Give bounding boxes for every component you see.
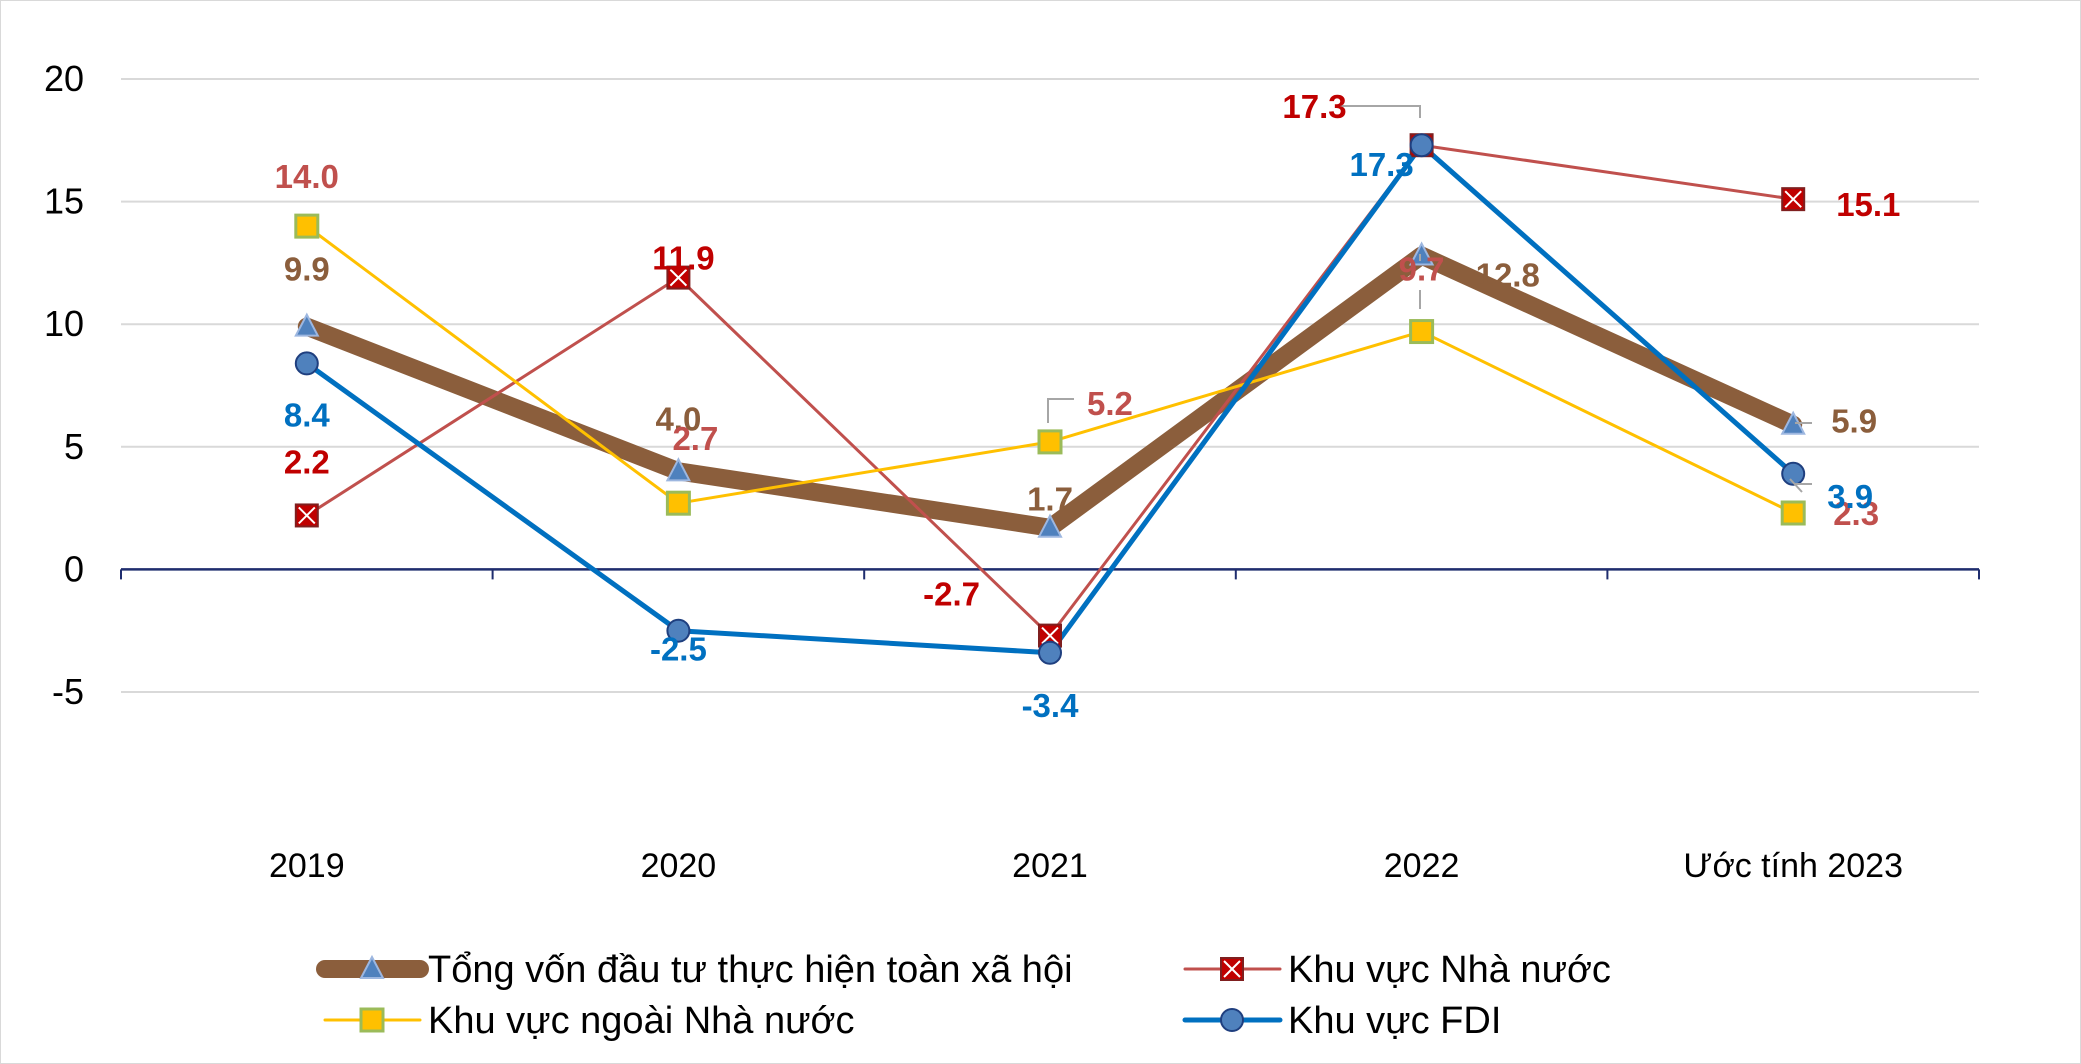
data-label-khu-vuc-ngoai-nha-nuoc: 2.3 (1833, 495, 1879, 532)
data-labels: 9.9 4.0 1.7 12.8 5.9 2.2 11.9 -2.7 17.3 15.1 14.0 2… (275, 88, 1901, 724)
data-label-khu-vuc-nha-nuoc: 11.9 (652, 240, 714, 277)
y-tick-label: 15 (44, 181, 84, 222)
legend-label: Khu vực Nhà nước (1288, 949, 1611, 991)
y-tick-label: 20 (44, 58, 84, 99)
data-label-khu-vuc-ngoai-nha-nuoc: 2.7 (672, 420, 718, 457)
data-point-khu-vuc-fdi (1038, 640, 1062, 665)
legend-swatch-marker (1220, 1008, 1244, 1032)
axes: 20 15 10 5 0 -5 2019 2020 2021 2022 Ước tính 2023 (44, 58, 1980, 885)
data-point-tong-von-dau-tu-thuc-hien-toan-xa-hoi (294, 312, 320, 337)
legend-swatch-marker (359, 1007, 385, 1033)
legend-item-khu-vuc-nha-nuoc: Khu vực Nhà nước (1183, 949, 1611, 991)
data-point-khu-vuc-fdi (666, 618, 691, 643)
data-point-khu-vuc-fdi (1781, 461, 1806, 486)
data-label-khu-vuc-ngoai-nha-nuoc: 14.0 (275, 158, 339, 195)
data-point-tong-von-dau-tu-thuc-hien-toan-xa-hoi (1408, 241, 1435, 266)
data-label-khu-vuc-nha-nuoc: 2.2 (284, 443, 330, 480)
data-label-khu-vuc-fdi: 17.3 (1349, 146, 1413, 183)
data-point-khu-vuc-fdi (1409, 133, 1434, 158)
data-point-khu-vuc-ngoai-nha-nuoc (1780, 500, 1806, 526)
series-line-khu-vuc-ngoai-nha-nuoc (305, 224, 1795, 515)
legend-swatch-marker (359, 954, 385, 979)
data-label-khu-vuc-ngoai-nha-nuoc: 9.7 (1399, 251, 1445, 288)
y-tick-label: 10 (44, 303, 84, 344)
data-label-khu-vuc-fdi: 3.9 (1827, 478, 1873, 515)
data-point-khu-vuc-ngoai-nha-nuoc (294, 213, 320, 239)
legend-item-khu-vuc-fdi: Khu vực FDI (1182, 1000, 1501, 1042)
data-label-tong-von-dau-tu-thuc-hien-toan-xa-hoi: 5.9 (1831, 403, 1877, 440)
data-label-khu-vuc-nha-nuoc: -2.7 (923, 576, 980, 613)
series-line-khu-vuc-nha-nuoc (305, 143, 1795, 638)
data-point-khu-vuc-nha-nuoc (294, 503, 319, 528)
y-tick-label: -5 (52, 671, 84, 712)
legend-item-khu-vuc-ngoai-nha-nuoc: Khu vực ngoài Nhà nước (323, 1000, 854, 1042)
label-leader-line (1047, 398, 1074, 423)
y-tick-label: 0 (64, 548, 84, 589)
x-category-label: 2022 (1384, 847, 1460, 885)
data-point-khu-vuc-ngoai-nha-nuoc (1409, 319, 1435, 345)
data-point-khu-vuc-ngoai-nha-nuoc (1037, 429, 1063, 455)
y-tick-label: 5 (64, 426, 84, 467)
legend-label: Tổng vốn đầu tư thực hiện toàn xã hội (428, 949, 1073, 991)
data-point-khu-vuc-fdi (294, 351, 319, 376)
x-category-label: 2020 (641, 847, 717, 885)
data-label-tong-von-dau-tu-thuc-hien-toan-xa-hoi: 12.8 (1476, 257, 1540, 294)
legend-item-tong-von-dau-tu-thuc-hien-toan-xa-hoi: Tổng vốn đầu tư thực hiện toàn xã hội (316, 949, 1073, 991)
data-label-tong-von-dau-tu-thuc-hien-toan-xa-hoi: 4.0 (655, 400, 701, 437)
data-label-khu-vuc-fdi: 8.4 (284, 396, 331, 433)
data-label-khu-vuc-ngoai-nha-nuoc: 5.2 (1087, 385, 1133, 422)
legend-label: Khu vực FDI (1288, 1000, 1501, 1042)
data-point-khu-vuc-nha-nuoc (1781, 187, 1806, 212)
data-point-khu-vuc-nha-nuoc (666, 265, 691, 290)
legend: Tổng vốn đầu tư thực hiện toàn xã hội Khu… (316, 949, 1611, 1042)
x-category-label: 2019 (269, 847, 345, 885)
data-point-khu-vuc-nha-nuoc (1038, 623, 1062, 648)
data-label-tong-von-dau-tu-thuc-hien-toan-xa-hoi: 1.7 (1027, 481, 1073, 518)
data-label-khu-vuc-nha-nuoc: 15.1 (1836, 186, 1900, 223)
legend-swatch-marker (1220, 957, 1244, 981)
label-leader-line (1789, 478, 1803, 493)
data-label-khu-vuc-fdi: -3.4 (1022, 687, 1080, 724)
legend-label: Khu vực ngoài Nhà nước (428, 1000, 854, 1042)
data-label-tong-von-dau-tu-thuc-hien-toan-xa-hoi: 9.9 (284, 251, 330, 288)
data-point-khu-vuc-ngoai-nha-nuoc (665, 490, 691, 516)
label-leader-line (1335, 105, 1421, 118)
x-category-label: Ước tính 2023 (1683, 847, 1903, 885)
data-point-tong-von-dau-tu-thuc-hien-toan-xa-hoi (665, 457, 692, 482)
series-markers (294, 133, 1806, 665)
data-point-tong-von-dau-tu-thuc-hien-toan-xa-hoi (1037, 513, 1063, 538)
x-category-label: 2021 (1012, 847, 1088, 885)
data-label-khu-vuc-nha-nuoc: 17.3 (1282, 88, 1346, 125)
grid-lines (121, 78, 1979, 693)
data-label-khu-vuc-fdi: -2.5 (650, 631, 707, 668)
